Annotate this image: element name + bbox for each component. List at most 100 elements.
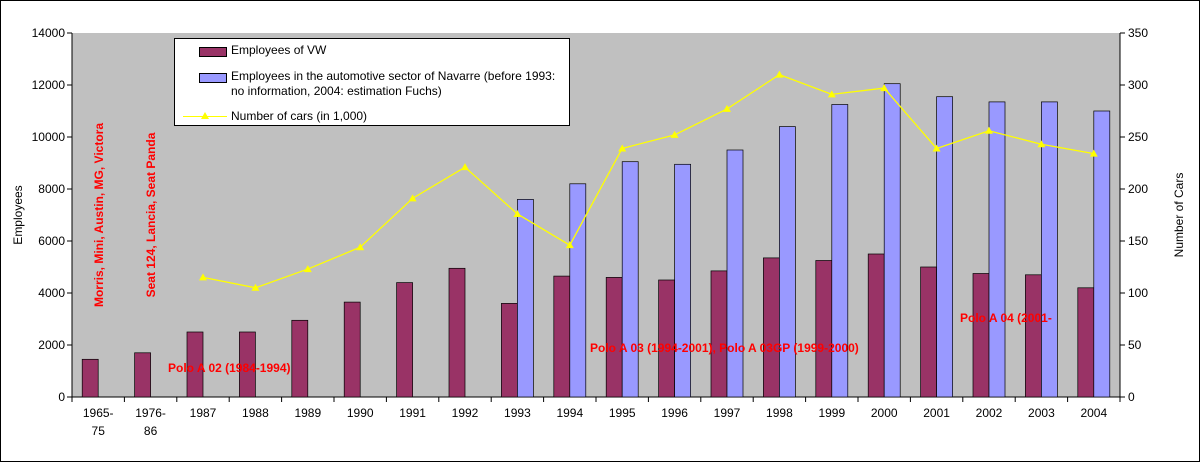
- x-tick-label: 2004: [1080, 406, 1107, 420]
- x-tick-label: 1987: [190, 406, 217, 420]
- bar: [658, 279, 675, 398]
- line-marker: [356, 243, 365, 251]
- line-marker: [723, 104, 731, 112]
- bar: [972, 273, 990, 398]
- y-tick-label: 10000: [32, 130, 66, 144]
- legend-label: Number of cars (in 1,000): [231, 109, 368, 123]
- bar: [605, 277, 623, 398]
- bar: [81, 358, 99, 398]
- line-marker: [985, 126, 993, 134]
- annotation: Polo A 03 (1994-2001), Polo A 03GP (1999…: [590, 341, 859, 355]
- y-tick-label: 4000: [38, 286, 65, 300]
- y2-tick-label: 350: [1128, 26, 1148, 40]
- legend-swatch: [199, 47, 227, 57]
- line-marker: [251, 283, 260, 291]
- bar: [1025, 274, 1042, 398]
- bar: [343, 301, 361, 398]
- bar: [815, 260, 833, 398]
- bar: [1077, 287, 1095, 398]
- bar: [867, 253, 885, 398]
- x-tick-label: 1997: [714, 406, 741, 420]
- y-tick-label: 8000: [38, 182, 65, 196]
- bar: [763, 257, 780, 398]
- x-tick-label: 1965-75: [83, 406, 114, 438]
- line-marker: [1089, 149, 1098, 157]
- line-marker: [827, 90, 836, 98]
- x-tick-label: 1990: [347, 406, 374, 420]
- y2-tick-label: 150: [1128, 234, 1148, 248]
- y2-tick-label: 300: [1128, 78, 1148, 92]
- bar: [710, 270, 728, 398]
- line-marker: [513, 209, 522, 217]
- bar: [396, 282, 413, 398]
- line-marker: [1037, 140, 1046, 148]
- legend: Employees of VW Employees in the automoti…: [174, 38, 570, 126]
- line-marker: [461, 163, 469, 171]
- bar: [291, 319, 309, 398]
- bar: [134, 352, 151, 398]
- line-marker: [303, 265, 312, 273]
- x-tick-label: 1989: [294, 406, 321, 420]
- line-marker: [932, 144, 941, 152]
- x-tick-label: 1976-86: [135, 406, 166, 438]
- bar: [920, 266, 937, 398]
- x-tick-label: 2002: [976, 406, 1003, 420]
- bar: [831, 104, 849, 398]
- bar: [883, 83, 901, 398]
- y2-tick-label: 0: [1128, 390, 1135, 404]
- bar: [553, 275, 571, 398]
- bar: [517, 199, 534, 398]
- line-marker: [880, 84, 889, 92]
- bar: [239, 331, 256, 398]
- x-tick-label: 2000: [871, 406, 898, 420]
- bar: [988, 101, 1006, 398]
- y-tick-label: 12000: [32, 78, 66, 92]
- bar: [621, 161, 639, 398]
- line-marker: [565, 241, 574, 249]
- annotation: Polo A 02 (1984-1994): [168, 361, 291, 375]
- x-tick-label: 1996: [661, 406, 688, 420]
- annotation: Polo A 04 (2001-: [960, 311, 1052, 325]
- y-tick-label: 6000: [38, 234, 65, 248]
- y-tick-label: 2000: [38, 338, 65, 352]
- bar: [936, 96, 953, 398]
- x-tick-label: 1991: [399, 406, 426, 420]
- legend-marker: [201, 112, 209, 119]
- x-tick-label: 1988: [242, 406, 269, 420]
- line-marker: [775, 70, 784, 78]
- line-marker: [618, 144, 627, 152]
- line-marker: [408, 194, 417, 202]
- legend-label: Employees in the automotive sector of Na…: [231, 69, 556, 98]
- x-tick-label: 2003: [1028, 406, 1055, 420]
- bar: [1093, 110, 1111, 398]
- x-tick-label: 1993: [504, 406, 531, 420]
- y2-tick-label: 50: [1128, 338, 1142, 352]
- y2-tick-label: 100: [1128, 286, 1148, 300]
- line-marker: [670, 130, 679, 138]
- bar: [501, 303, 518, 398]
- annotation: Morris, Mini, Austin, MG, Victora: [92, 123, 106, 307]
- bar: [569, 183, 587, 398]
- legend-swatch: [199, 73, 227, 83]
- legend-swatch: [183, 112, 227, 119]
- bar: [726, 149, 744, 398]
- x-tick-label: 1992: [452, 406, 479, 420]
- x-tick-label: 1998: [766, 406, 793, 420]
- legend-label: Employees of VW: [231, 43, 327, 57]
- y-tick-label: 14000: [32, 26, 66, 40]
- bar: [779, 126, 796, 398]
- annotation: Seat 124, Lancia, Seat Panda: [144, 132, 158, 297]
- y2-tick-label: 200: [1128, 182, 1148, 196]
- y2-axis-title: Number of Cars: [1172, 173, 1186, 258]
- y-axis-title: Employees: [11, 185, 25, 244]
- bar: [448, 267, 466, 398]
- x-tick-label: 1995: [609, 406, 636, 420]
- x-tick-label: 2001: [923, 406, 950, 420]
- bar: [674, 163, 691, 398]
- bar: [186, 331, 204, 398]
- y2-tick-label: 250: [1128, 130, 1148, 144]
- y-tick-label: 0: [58, 390, 65, 404]
- x-tick-label: 1999: [818, 406, 845, 420]
- line: [202, 73, 1094, 289]
